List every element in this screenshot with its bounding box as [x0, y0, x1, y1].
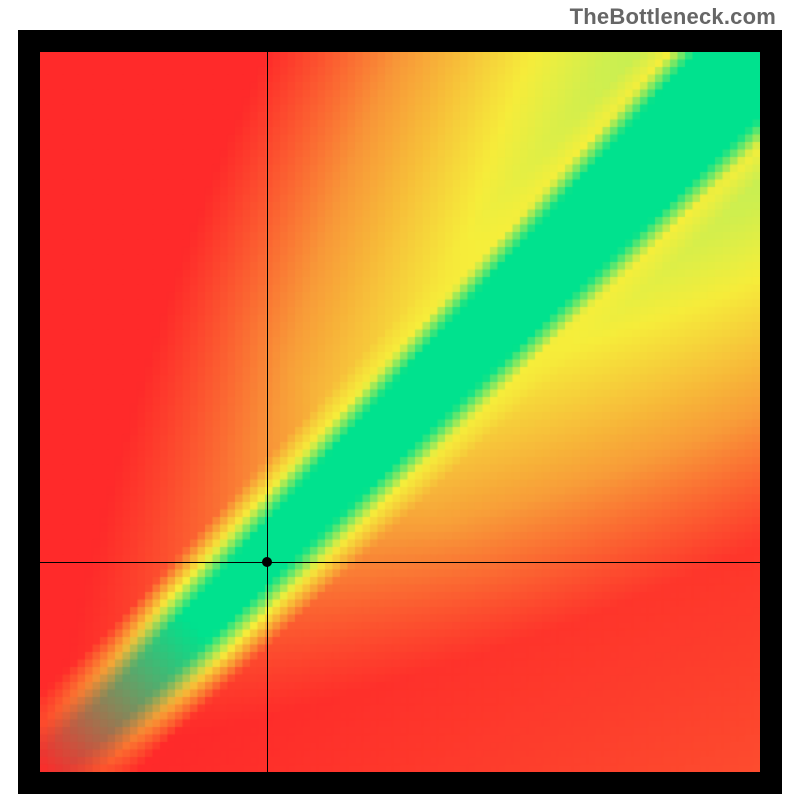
crosshair-horizontal	[40, 562, 760, 563]
chart-frame	[18, 30, 782, 794]
crosshair-marker-dot	[262, 557, 272, 567]
bottleneck-heatmap	[40, 52, 760, 772]
crosshair-vertical	[267, 52, 268, 772]
watermark-text: TheBottleneck.com	[570, 4, 776, 30]
